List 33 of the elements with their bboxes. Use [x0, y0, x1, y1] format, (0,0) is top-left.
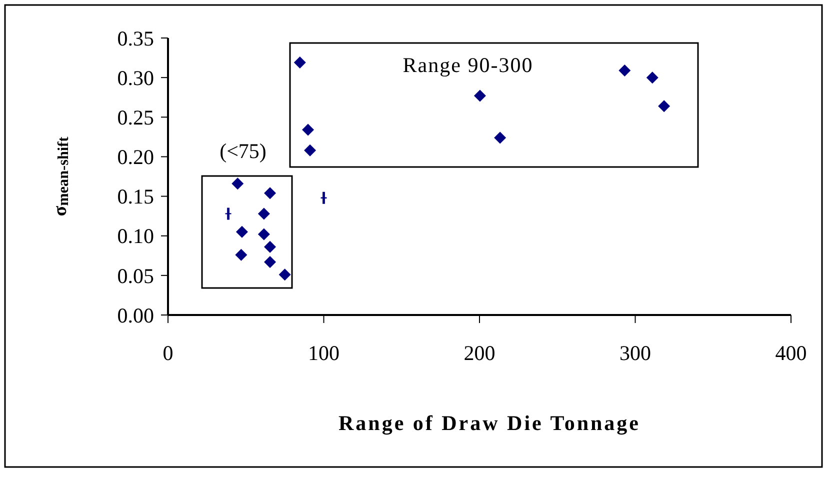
point [658, 100, 670, 112]
point [304, 144, 316, 156]
y-tick-label: 0.20 [117, 145, 154, 170]
y-tick-label: 0.00 [117, 303, 154, 328]
point [646, 72, 658, 84]
point [236, 226, 248, 238]
annotation: (<75) [220, 139, 266, 163]
point [294, 56, 306, 69]
point [474, 90, 486, 102]
y-tick-label: 0.10 [117, 224, 154, 248]
annotation: Range 90-300 [402, 53, 534, 77]
point [278, 268, 291, 281]
x-tick-label: 0 [162, 341, 174, 365]
x-tick-label: 200 [464, 341, 496, 365]
y-tick-label: 0.25 [117, 105, 154, 130]
point [264, 256, 276, 268]
y-tick-label: 0.15 [117, 184, 154, 209]
y-tick-label: 0.35 [117, 26, 154, 50]
point [258, 208, 270, 220]
x-tick-label: 100 [308, 341, 340, 365]
point [258, 228, 270, 240]
point [302, 124, 314, 136]
point [618, 64, 631, 76]
y-tick-label: 0.30 [117, 66, 154, 90]
x-tick-label: 300 [620, 341, 651, 365]
point [232, 178, 244, 190]
x-axis-title: Range of Draw Die Tonnage [338, 411, 641, 435]
point [235, 248, 248, 261]
point [494, 132, 506, 144]
point [264, 240, 276, 253]
x-tick-label: 400 [775, 341, 807, 365]
point [264, 187, 276, 200]
y-tick-label: 0.05 [117, 264, 154, 288]
